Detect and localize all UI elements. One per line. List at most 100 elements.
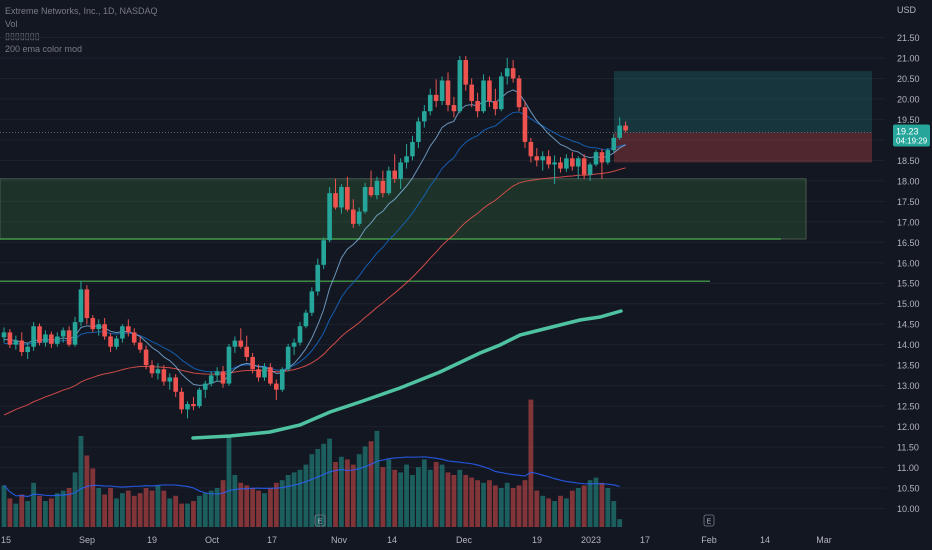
volume-bar	[297, 469, 303, 527]
candle-body	[593, 152, 599, 165]
volume-bar	[433, 462, 439, 527]
candle-body	[475, 100, 480, 112]
candle-body	[268, 367, 273, 384]
volume-bar	[362, 446, 368, 527]
volume-bar	[114, 498, 119, 527]
time-tick-label: 19	[532, 535, 542, 545]
candle-body	[333, 193, 338, 208]
volume-bar	[481, 482, 486, 527]
study-glyphs: ▯▯▯▯▯▯▯	[5, 31, 40, 41]
candle-body	[481, 80, 486, 112]
candle-body	[356, 211, 362, 224]
price-tick-label: 16.00	[897, 258, 920, 268]
volume-bar	[427, 469, 433, 527]
candle-body	[451, 105, 457, 112]
candle-body	[72, 322, 78, 345]
price-tick-label: 21.50	[897, 33, 920, 43]
volume-bar	[43, 501, 48, 527]
candle-body	[220, 371, 226, 384]
candle-body	[25, 346, 30, 353]
candle-body	[238, 340, 244, 347]
volume-bar	[214, 488, 220, 527]
volume-bar	[31, 482, 36, 527]
volume-bar	[161, 490, 167, 527]
time-axis: 15 Sep 19 Oct 17 Nov 14 Dec 19 2023 17 Feb 14 Mar E E	[0, 514, 932, 550]
volume-bar	[374, 430, 380, 527]
volume-bar	[475, 480, 480, 527]
time-axis-bg	[0, 532, 932, 550]
candle-body	[623, 125, 628, 131]
volume-bar	[208, 490, 214, 527]
candle-body	[386, 170, 392, 194]
drawing-layer	[0, 37, 885, 509]
volume-bar	[380, 467, 386, 527]
volume-bar	[202, 493, 208, 527]
volume-bar	[333, 462, 338, 527]
volume-bar	[540, 495, 546, 527]
candle-body	[226, 346, 232, 384]
volume-bar	[386, 459, 392, 527]
price-tick-label: 18.00	[897, 176, 920, 186]
volume-bar	[492, 485, 498, 527]
price-label: 19.23	[896, 127, 919, 137]
time-tick-label: Nov	[331, 535, 348, 545]
earnings-marker	[314, 514, 326, 527]
volume-bar	[534, 490, 540, 527]
volume-bar	[78, 436, 84, 527]
ema-20-line	[3, 111, 626, 374]
candle-body	[7, 332, 13, 345]
candle-body	[114, 338, 119, 347]
candle-body	[327, 193, 332, 241]
volume-bar	[268, 488, 273, 527]
candle-body	[534, 156, 540, 161]
volume-bar	[528, 399, 534, 527]
candle-body	[469, 84, 474, 101]
candle-body	[167, 377, 173, 382]
candle-body	[60, 330, 66, 337]
candle-body	[43, 334, 48, 343]
candle-body	[49, 334, 54, 344]
volume-bar	[617, 519, 623, 527]
volume-bar	[37, 495, 42, 527]
ema-50-line	[3, 167, 626, 416]
volume-bar	[416, 467, 421, 527]
price-tick-label: 14.00	[897, 340, 920, 350]
candle-body	[126, 326, 131, 333]
candle-body	[498, 76, 504, 110]
volume-bar	[463, 475, 469, 527]
candle-body	[303, 312, 309, 327]
candle-body	[1, 332, 7, 338]
volume-bar	[143, 488, 149, 527]
earnings-marker-label: E	[707, 519, 712, 526]
candle-body	[90, 318, 96, 330]
candle-body	[339, 186, 344, 208]
candle-body	[368, 186, 374, 196]
candle-body	[37, 326, 42, 343]
volume-bar	[315, 449, 321, 527]
volume-bar	[593, 477, 599, 527]
volume-bar	[285, 475, 291, 527]
volume-bar	[48, 498, 54, 527]
volume-bar	[303, 464, 309, 527]
volume-bar	[522, 480, 528, 527]
volume-bar	[185, 503, 190, 527]
volume-bar	[552, 501, 557, 527]
time-tick-label: 19	[147, 535, 157, 545]
volume-bar	[149, 490, 155, 527]
candle-body	[350, 209, 356, 224]
candle-body	[487, 80, 492, 101]
candle-body	[214, 371, 220, 376]
candle-body	[185, 404, 190, 410]
volume-bar	[487, 480, 492, 527]
candle-body	[274, 383, 279, 390]
time-tick-label: Feb	[701, 535, 717, 545]
price-axis-bg	[893, 0, 932, 550]
candle-body	[540, 156, 546, 161]
volume-bar	[179, 503, 184, 527]
candle-body	[504, 68, 510, 77]
candle-body	[581, 158, 587, 175]
candle-body	[291, 342, 297, 347]
volume-bar	[445, 472, 451, 527]
candle-body	[546, 156, 551, 165]
